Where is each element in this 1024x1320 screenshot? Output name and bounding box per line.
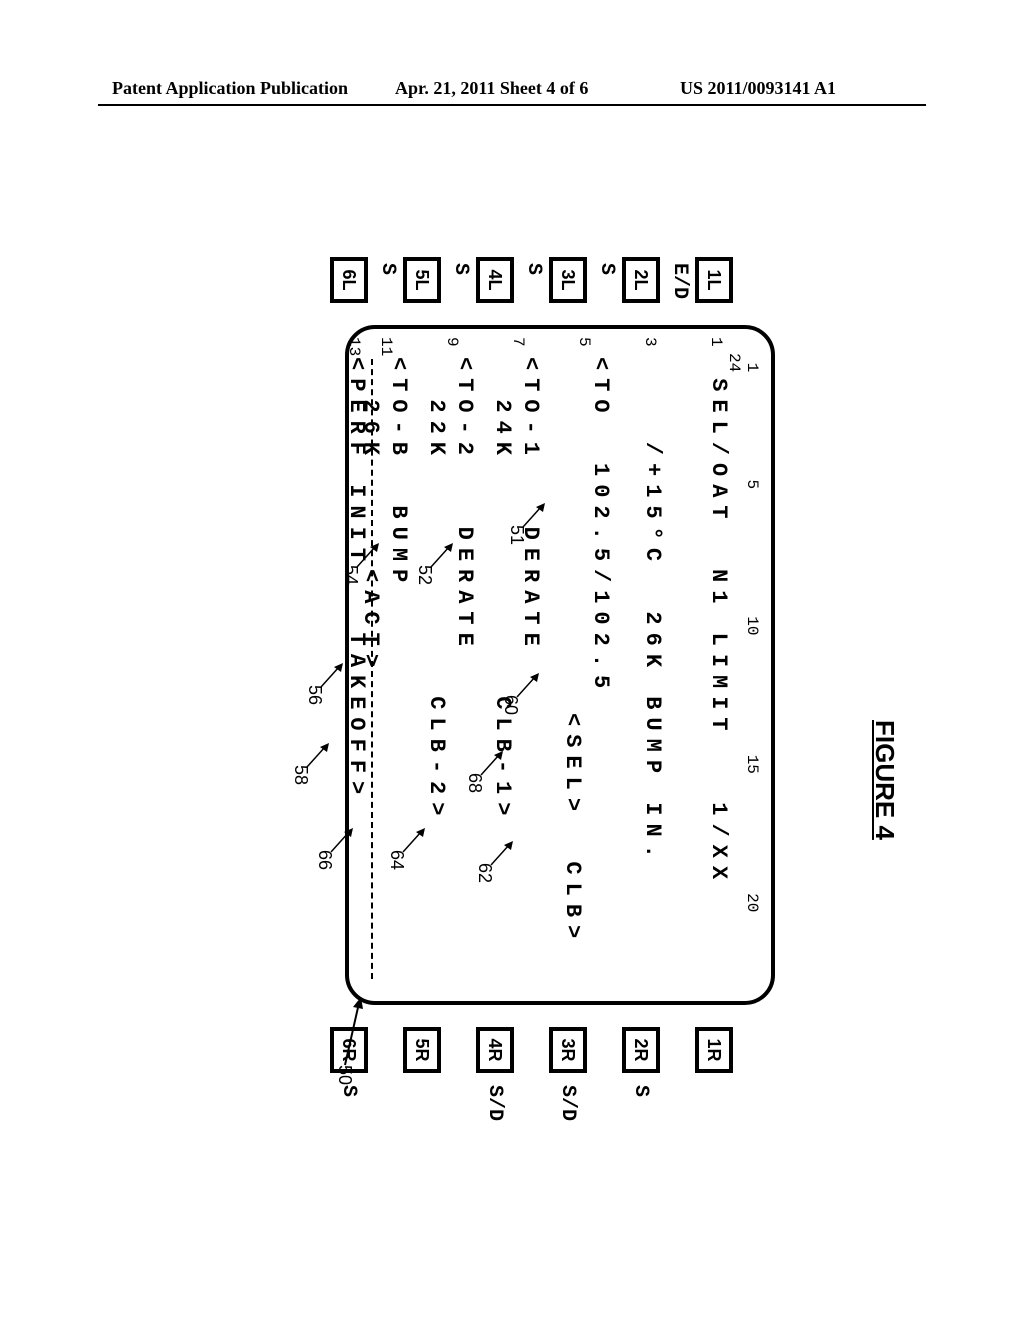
- row-num-7: 7: [509, 337, 527, 347]
- line-9b: 22K CLB-2>: [424, 357, 449, 823]
- row-num-1: 1: [707, 337, 725, 347]
- button-2L-label: S: [595, 263, 618, 275]
- button-3R-label: S/D: [556, 1085, 579, 1121]
- callout-62-arrow: [487, 841, 513, 867]
- button-5R[interactable]: 5R: [403, 1027, 441, 1073]
- figure-4: 1 5 10 15 20 24 1 SEL/OAT N1 LIMIT 1/XX …: [65, 245, 915, 945]
- line-5b: <SEL> CLB>: [560, 607, 585, 946]
- callout-60-arrow: [513, 673, 539, 699]
- row-num-9: 9: [443, 337, 461, 347]
- callout-66-arrow: [327, 828, 353, 854]
- callout-68-arrow: [477, 751, 503, 777]
- line-11a: <TO-B BUMP: [386, 357, 411, 590]
- callout-56-arrow: [317, 663, 343, 689]
- ref-50: 50: [334, 1065, 355, 1085]
- button-4R-label: S/D: [483, 1085, 506, 1121]
- callout-64-arrow: [399, 828, 425, 854]
- button-1L-label: E/D: [668, 263, 691, 299]
- button-4R[interactable]: 4R: [476, 1027, 514, 1073]
- callout-58-arrow: [303, 743, 329, 769]
- row-num-11: 11: [377, 337, 395, 356]
- callout-54-arrow: [353, 543, 379, 569]
- header-mid: Apr. 21, 2011 Sheet 4 of 6: [395, 78, 588, 99]
- button-6R-label: S: [337, 1085, 360, 1097]
- button-3R[interactable]: 3R: [549, 1027, 587, 1073]
- line-1: SEL/OAT N1 LIMIT 1/XX: [706, 357, 731, 887]
- button-5L[interactable]: 5L: [403, 257, 441, 303]
- dash-separator: [371, 359, 373, 979]
- callout-52-arrow: [427, 543, 453, 569]
- row-num-3: 3: [641, 337, 659, 347]
- header-rule: [98, 104, 926, 106]
- header-right: US 2011/0093141 A1: [680, 78, 836, 99]
- button-1R[interactable]: 1R: [695, 1027, 733, 1073]
- button-2L[interactable]: 2L: [622, 257, 660, 303]
- cdu-screen: 1 5 10 15 20 24 1 SEL/OAT N1 LIMIT 1/XX …: [345, 325, 775, 1005]
- button-4L[interactable]: 4L: [476, 257, 514, 303]
- button-6L[interactable]: 6L: [330, 257, 368, 303]
- row-num-13: 13: [345, 337, 363, 356]
- button-1L[interactable]: 1L: [695, 257, 733, 303]
- button-2R-label: S: [629, 1085, 652, 1097]
- button-3L-label: S: [522, 263, 545, 275]
- header-left: Patent Application Publication: [112, 78, 348, 99]
- button-2R[interactable]: 2R: [622, 1027, 660, 1073]
- button-3L[interactable]: 3L: [549, 257, 587, 303]
- line-5a: <TO 102.5/102.5: [588, 357, 613, 696]
- button-4L-label: S: [449, 263, 472, 275]
- figure-label: FIGURE 4: [869, 720, 900, 840]
- row-num-5: 5: [575, 337, 593, 347]
- callout-51-arrow: [519, 503, 545, 529]
- button-5L-label: S: [376, 263, 399, 275]
- ref-50-arrow: [333, 997, 363, 1067]
- line-9a: <TO-2 DERATE: [452, 357, 477, 654]
- line-3: /+15°C 26K BUMP IN.: [640, 357, 665, 866]
